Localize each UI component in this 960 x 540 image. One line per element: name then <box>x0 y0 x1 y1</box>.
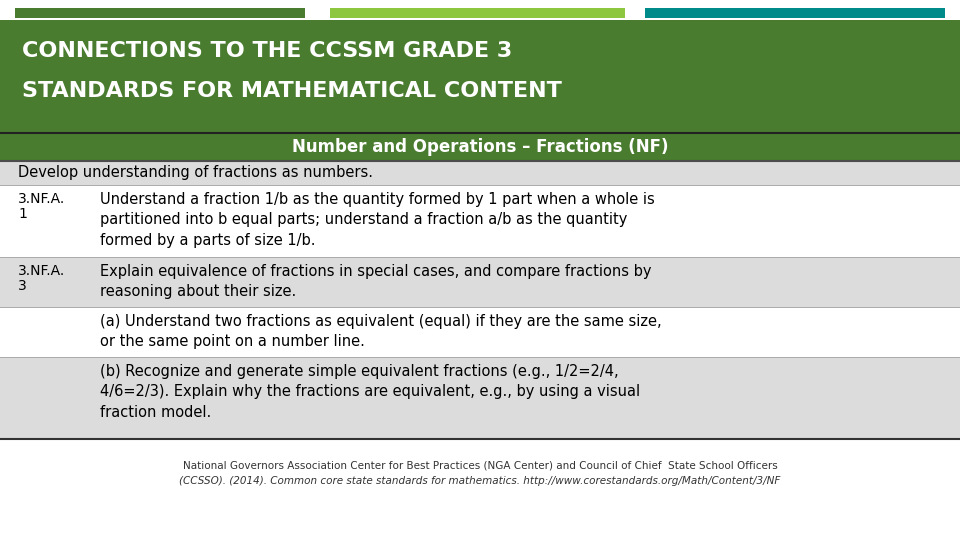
Bar <box>0 23 960 133</box>
Bar <box>0 307 960 357</box>
Text: 3: 3 <box>18 279 27 293</box>
Text: (a) Understand two fractions as equivalent (equal) if they are the same size,
or: (a) Understand two fractions as equivale… <box>100 314 661 349</box>
Bar <box>0 357 960 439</box>
Text: Develop understanding of fractions as numbers.: Develop understanding of fractions as nu… <box>18 165 373 180</box>
Bar <box>0 133 960 161</box>
Bar <box>0 161 960 185</box>
Text: CONNECTIONS TO THE CCSSM GRADE 3: CONNECTIONS TO THE CCSSM GRADE 3 <box>22 41 513 61</box>
Bar <box>330 8 625 18</box>
Bar <box>0 20 960 23</box>
Text: Understand a fraction 1/b as the quantity formed by 1 part when a whole is
parti: Understand a fraction 1/b as the quantit… <box>100 192 655 248</box>
Text: 1: 1 <box>18 207 27 221</box>
Bar <box>15 8 305 18</box>
Bar <box>0 185 960 257</box>
Text: 3.NF.A.: 3.NF.A. <box>18 192 65 206</box>
Text: Explain equivalence of fractions in special cases, and compare fractions by
reas: Explain equivalence of fractions in spec… <box>100 264 652 299</box>
Text: (CCSSO). (2014). Common core state standards for mathematics. http://www.coresta: (CCSSO). (2014). Common core state stand… <box>180 476 780 486</box>
Text: National Governors Association Center for Best Practices (NGA Center) and Counci: National Governors Association Center fo… <box>182 460 778 470</box>
Text: (b) Recognize and generate simple equivalent fractions (e.g., 1/2=2/4,
4/6=2/3).: (b) Recognize and generate simple equiva… <box>100 364 640 420</box>
Text: 3.NF.A.: 3.NF.A. <box>18 264 65 278</box>
Bar <box>0 257 960 307</box>
Text: Number and Operations – Fractions (NF): Number and Operations – Fractions (NF) <box>292 138 668 156</box>
Bar <box>645 8 945 18</box>
Text: STANDARDS FOR MATHEMATICAL CONTENT: STANDARDS FOR MATHEMATICAL CONTENT <box>22 81 562 101</box>
